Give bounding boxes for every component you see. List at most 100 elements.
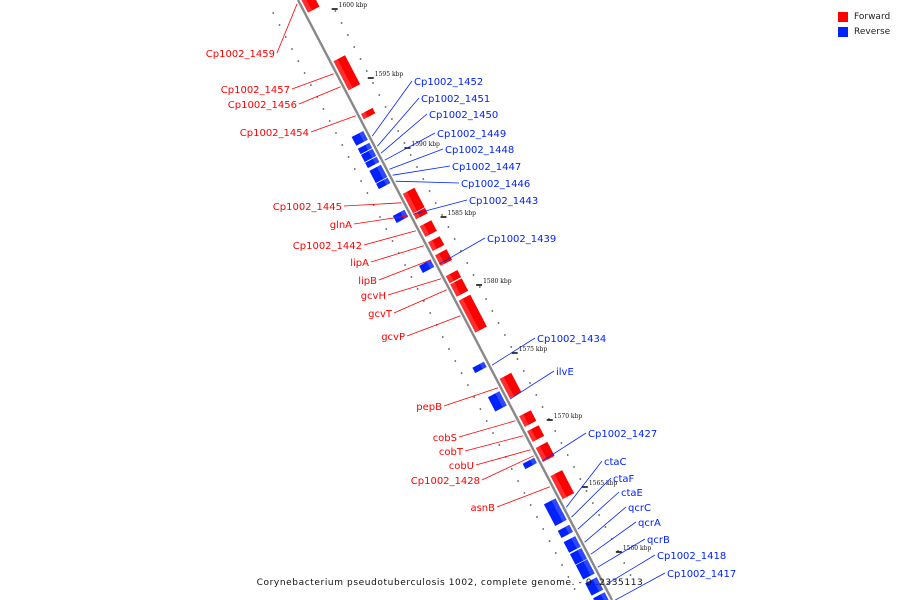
gene-label-cp1002-1428[interactable]: Cp1002_1428: [411, 476, 480, 487]
gene-label-leader: [606, 554, 656, 585]
gene-label-leader: [389, 148, 444, 170]
gene-label-gcvh[interactable]: gcvH: [361, 291, 386, 302]
gene-cp1002-1418[interactable]: [585, 577, 604, 596]
gene-arrow: [361, 148, 377, 162]
gene-label-cp1002-1448[interactable]: Cp1002_1448: [445, 145, 514, 156]
gene-label-cp1002-1454[interactable]: Cp1002_1454: [240, 128, 309, 139]
gene-qcrc[interactable]: [563, 536, 581, 553]
gene-lipb[interactable]: [435, 249, 453, 266]
track-dot: [560, 442, 563, 444]
gene-label-cp1002-1418[interactable]: Cp1002_1418: [657, 551, 726, 562]
track-dot: [473, 396, 476, 398]
gene-label-asnb[interactable]: asnB: [470, 503, 495, 514]
gene-label-leader: [363, 230, 417, 246]
track-dot: [517, 480, 519, 482]
gene-ilve[interactable]: [487, 391, 507, 412]
gene-ctaf[interactable]: [551, 512, 567, 526]
gene-label-cp1002-1446[interactable]: Cp1002_1446: [461, 179, 530, 190]
gene-cp1002-1450[interactable]: [361, 148, 377, 162]
track-dot: [422, 178, 425, 180]
gene-label-cp1002-1439[interactable]: Cp1002_1439: [487, 234, 556, 245]
gene-label-cp1002-1456[interactable]: Cp1002_1456: [228, 100, 297, 111]
gene-ctac[interactable]: [543, 498, 564, 521]
gene-label-cp1002-1417[interactable]: Cp1002_1417: [667, 569, 736, 580]
gene-cp1002-1442[interactable]: [419, 220, 437, 237]
gene-cobs[interactable]: [519, 410, 537, 427]
track-dot: [479, 408, 482, 410]
track-dot: [548, 540, 551, 542]
gene-cp1002-1445[interactable]: [402, 187, 425, 214]
gene-label-cp1002-1447[interactable]: Cp1002_1447: [452, 162, 521, 173]
gene-label-cp1002-1450[interactable]: Cp1002_1450: [429, 110, 498, 121]
legend-item-forward: Forward: [838, 9, 890, 24]
gene-cobt[interactable]: [527, 425, 545, 442]
gene-cp1002-1454[interactable]: [361, 107, 376, 120]
gene-label-lipb[interactable]: lipB: [358, 276, 377, 287]
gene-label-cp1002-1449[interactable]: Cp1002_1449: [437, 129, 506, 140]
gene-label-cp1002-1459[interactable]: Cp1002_1459: [206, 49, 275, 60]
gene-label-leader: [310, 115, 356, 133]
gene-cp1002-1452[interactable]: [351, 131, 368, 146]
track-dot: [591, 502, 594, 504]
track-dot: [485, 420, 488, 422]
gene-label-ctae[interactable]: ctaE: [621, 488, 643, 499]
gene-label-cp1002-1452[interactable]: Cp1002_1452: [414, 77, 483, 88]
gene-cp1002-1448[interactable]: [369, 164, 385, 178]
gene-label-pepb[interactable]: pepB: [416, 402, 442, 413]
gene-label-cobu[interactable]: cobU: [449, 461, 474, 472]
gene-label-qcra[interactable]: qcrA: [638, 518, 661, 529]
gene-gcvp[interactable]: [458, 294, 487, 333]
gene-arrow-highlight: [372, 156, 380, 165]
gene-cp1002-1443[interactable]: [392, 209, 409, 223]
legend-label-forward: Forward: [854, 11, 891, 22]
gene-label-gcvt[interactable]: gcvT: [368, 309, 393, 320]
gene-label-ctaf[interactable]: ctaF: [613, 474, 635, 485]
gene-asnb[interactable]: [550, 470, 575, 500]
gene-label-cp1002-1451[interactable]: Cp1002_1451: [421, 94, 490, 105]
gene-qcra[interactable]: [569, 548, 587, 565]
gene-label-cobs[interactable]: cobS: [433, 433, 457, 444]
gene-cp1002-1447[interactable]: [373, 171, 388, 184]
gene-cp1002-1451[interactable]: [357, 142, 373, 155]
gene-label-cp1002-1442[interactable]: Cp1002_1442: [293, 241, 362, 252]
scale-tick-label: 1600 kbp: [339, 2, 368, 9]
gene-arrow: [435, 249, 453, 266]
gene-label-ctac[interactable]: ctaC: [604, 457, 627, 468]
gene-arrow: [428, 236, 445, 251]
gene-label-lipa[interactable]: lipA: [350, 258, 369, 269]
gene-cp1002-1434[interactable]: [472, 361, 487, 374]
gene-label-cp1002-1434[interactable]: Cp1002_1434: [537, 334, 606, 345]
gene-label-leader: [509, 370, 555, 400]
track-dot: [510, 346, 513, 348]
gene-label-cp1002-1443[interactable]: Cp1002_1443: [469, 196, 538, 207]
track-dot: [460, 372, 463, 374]
gene-cp1002-1446[interactable]: [376, 177, 391, 190]
gene-label-ilve[interactable]: ilvE: [556, 367, 574, 378]
gene-cp1002-1456[interactable]: [345, 78, 361, 91]
gene-qcrb[interactable]: [575, 559, 595, 580]
gene-label-cobt[interactable]: cobT: [439, 447, 464, 458]
gene-gcvh[interactable]: [445, 270, 462, 284]
gene-label-gcvp[interactable]: gcvP: [381, 332, 405, 343]
gene-pepb[interactable]: [499, 372, 522, 399]
gene-cp1002-1457[interactable]: [333, 55, 359, 88]
gene-label-glna[interactable]: glnA: [330, 220, 352, 231]
gene-cp1002-1417[interactable]: [593, 592, 612, 600]
gene-cp1002-1449[interactable]: [365, 156, 380, 169]
gene-label-cp1002-1457[interactable]: Cp1002_1457: [221, 85, 290, 96]
track-dot: [391, 118, 393, 120]
gene-label-cp1002-1427[interactable]: Cp1002_1427: [588, 429, 657, 440]
gene-cp1002-1439[interactable]: [419, 259, 435, 273]
gene-lipa[interactable]: [428, 236, 445, 251]
gene-gcvt[interactable]: [450, 278, 469, 297]
gene-label-qcrc[interactable]: qcrC: [628, 503, 651, 514]
gene-label-qcrb[interactable]: qcrB: [647, 535, 670, 546]
track-dot: [485, 298, 487, 300]
gene-cp1002-1428[interactable]: [537, 445, 555, 462]
gene-label-cp1002-1445[interactable]: Cp1002_1445: [273, 202, 342, 213]
gene-cp1002-1427[interactable]: [522, 457, 537, 470]
gene-ctae[interactable]: [557, 524, 573, 538]
gene-cp1002-1459[interactable]: [300, 0, 320, 13]
track-dot: [410, 276, 413, 278]
